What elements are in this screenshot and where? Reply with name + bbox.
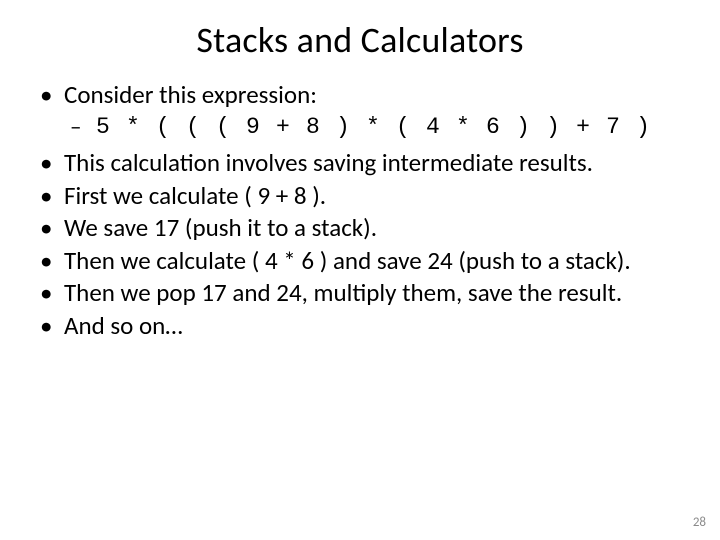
bullet-item: This calculation involves saving interme… (36, 148, 684, 179)
bullet-item: Consider this expression: 5 * ( ( ( 9 + … (36, 80, 684, 142)
bullet-item: Then we pop 17 and 24, multiply them, sa… (36, 278, 684, 309)
bullet-text: First we calculate ( 9 + 8 ). (64, 180, 326, 211)
bullet-text: This calculation involves saving interme… (64, 147, 593, 178)
bullet-text: Then we pop 17 and 24, multiply them, sa… (64, 277, 622, 308)
bullet-item: Then we calculate ( 4 * 6 ) and save 24 … (36, 246, 684, 277)
slide-title: Stacks and Calculators (0, 0, 720, 80)
slide: Stacks and Calculators Consider this exp… (0, 0, 720, 540)
bullet-item: And so on… (36, 311, 684, 342)
bullet-text: Then we calculate ( 4 * 6 ) and save 24 … (64, 245, 631, 276)
bullet-item: First we calculate ( 9 + 8 ). (36, 181, 684, 212)
bullet-text: Consider this expression: (64, 79, 317, 110)
expression-text: 5 * ( ( ( 9 + 8 ) * ( 4 * 6 ) ) + 7 ) (96, 114, 651, 140)
bullet-text: We save 17 (push it to a stack). (64, 212, 377, 243)
bullet-item: We save 17 (push it to a stack). (36, 213, 684, 244)
bullet-list: Consider this expression: 5 * ( ( ( 9 + … (36, 80, 684, 341)
slide-content: Consider this expression: 5 * ( ( ( 9 + … (0, 80, 720, 341)
sub-bullet-list: 5 * ( ( ( 9 + 8 ) * ( 4 * 6 ) ) + 7 ) (64, 113, 684, 143)
page-number: 28 (693, 515, 706, 530)
bullet-text: And so on… (64, 310, 183, 341)
sub-bullet-item: 5 * ( ( ( 9 + 8 ) * ( 4 * 6 ) ) + 7 ) (64, 113, 684, 143)
